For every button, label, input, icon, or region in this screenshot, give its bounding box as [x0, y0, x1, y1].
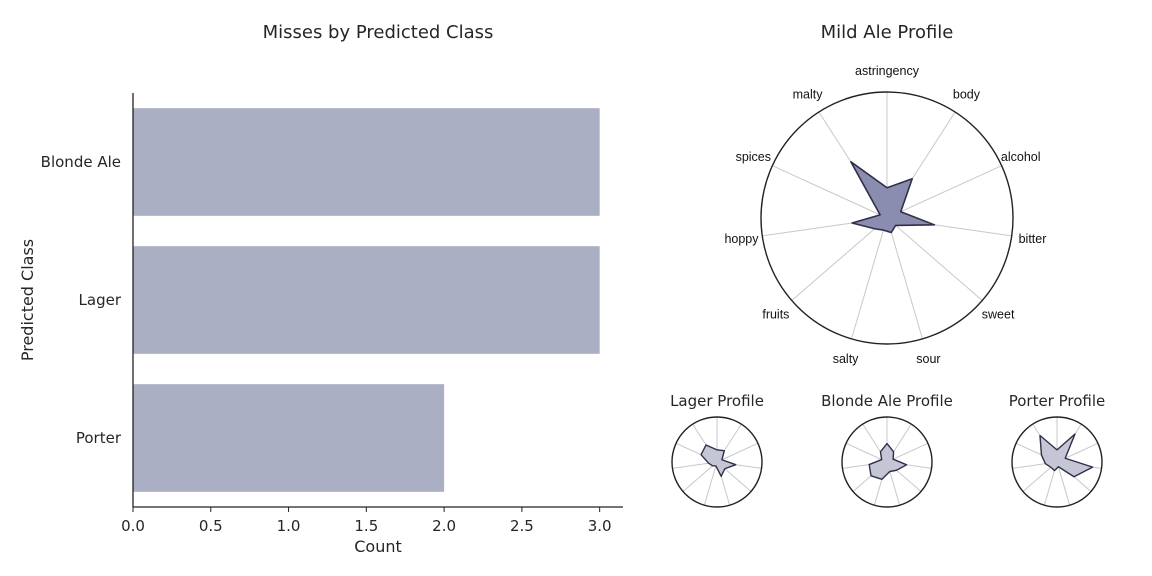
radar-polygon [700, 444, 737, 477]
x-tick-label: 1.0 [277, 517, 301, 535]
radar-axis-label: bitter [1019, 232, 1047, 246]
bar-chart-title: Misses by Predicted Class [263, 22, 494, 43]
radar-spoke [845, 442, 888, 463]
radar-axis-label: hoppy [724, 232, 759, 246]
radar-outline [671, 416, 763, 508]
y-tick-label: Blonde Ale [41, 153, 121, 171]
radar-outline [841, 416, 933, 508]
radar-axis-label: body [953, 87, 981, 101]
radar-porter: Porter Profile [1009, 392, 1106, 508]
radar-spoke [703, 461, 718, 506]
radar-blonde-ale: Blonde Ale Profile [821, 392, 953, 508]
radar-lager-title: Lager Profile [670, 392, 764, 410]
radar-axis-label: astringency [855, 64, 920, 78]
radar-axis-label: sweet [982, 307, 1015, 321]
radar-outline [1011, 416, 1103, 508]
y-tick-label: Porter [76, 429, 122, 447]
radar-blonde-ale-title: Blonde Ale Profile [821, 392, 953, 410]
x-tick-label: 2.5 [510, 517, 534, 535]
bar-lager [133, 246, 600, 354]
x-tick-label: 0.5 [199, 517, 223, 535]
radar-outline [760, 91, 1014, 345]
radar-axis-label: malty [793, 87, 824, 101]
bar-blonde-ale [133, 108, 600, 216]
radar-spoke [886, 217, 923, 340]
radar-mild-ale: Mild Ale Profile astringency body alcohol b… [724, 22, 1046, 366]
x-tick-label: 0.0 [121, 517, 145, 535]
x-tick-label: 2.0 [432, 517, 456, 535]
radar-axis-label: spices [736, 150, 771, 164]
radar-spoke [1056, 461, 1071, 506]
bar-x-ticks: 0.0 0.5 1.0 1.5 2.0 2.5 3.0 [121, 507, 612, 535]
radar-spoke [851, 217, 888, 340]
bar-x-axis-label: Count [354, 537, 402, 556]
radar-polygon [1039, 433, 1094, 478]
bar-chart: Misses by Predicted Class 0.0 0.5 1.0 1.5 2.… [18, 22, 623, 556]
y-tick-label: Lager [79, 291, 122, 309]
radar-axis-label: salty [833, 352, 859, 366]
x-tick-label: 1.5 [354, 517, 378, 535]
radar-spoke [716, 442, 759, 463]
bar-porter [133, 384, 445, 492]
radar-polygon [868, 442, 908, 480]
bar-series [133, 108, 600, 492]
x-tick-label: 3.0 [588, 517, 612, 535]
radar-porter-title: Porter Profile [1009, 392, 1106, 410]
radar-axis-label: alcohol [1001, 150, 1041, 164]
radar-lager: Lager Profile [670, 392, 764, 508]
bar-y-ticks: Blonde Ale Lager Porter [41, 153, 122, 447]
radar-axis-label: fruits [762, 307, 789, 321]
radar-spoke [886, 165, 1002, 219]
radar-spoke [886, 217, 983, 301]
bar-y-axis-label: Predicted Class [18, 239, 37, 361]
radar-mild-ale-title: Mild Ale Profile [821, 22, 954, 43]
radar-spoke [791, 217, 888, 301]
radar-axis-label: sour [916, 352, 940, 366]
radar-polygon [850, 161, 936, 234]
radar-spoke [772, 165, 888, 219]
radar-spoke [682, 461, 718, 492]
